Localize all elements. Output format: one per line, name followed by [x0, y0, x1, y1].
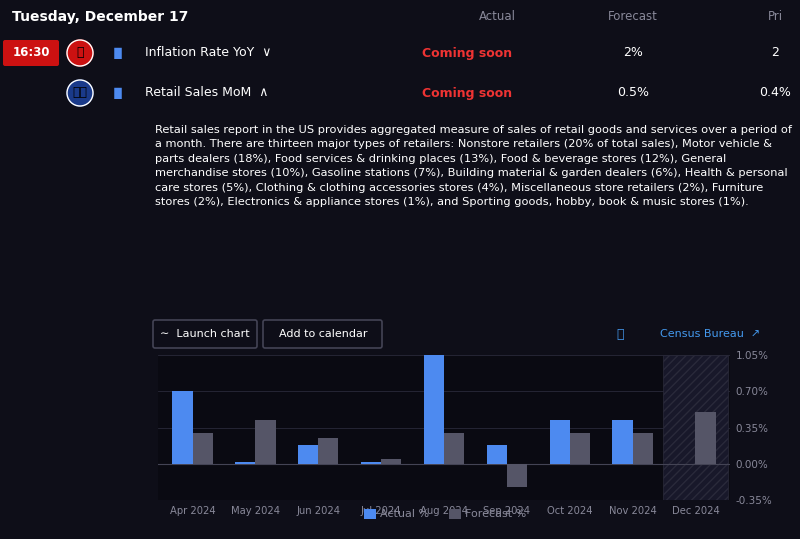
Bar	[255, 420, 275, 464]
Text: ▐▌: ▐▌	[110, 87, 126, 99]
Bar	[613, 420, 633, 464]
Bar	[507, 464, 527, 487]
Text: Inflation Rate YoY  ∨: Inflation Rate YoY ∨	[145, 46, 271, 59]
Text: ▐▌: ▐▌	[110, 47, 126, 59]
Bar	[633, 433, 653, 464]
Text: Forecast: Forecast	[608, 10, 658, 23]
Bar	[486, 445, 507, 464]
Bar	[424, 355, 444, 464]
Bar	[695, 412, 715, 464]
Text: Actual: Actual	[478, 10, 515, 23]
Text: Ⓒ: Ⓒ	[616, 328, 624, 341]
Text: Pri: Pri	[767, 10, 782, 23]
Text: Census Bureau  ↗: Census Bureau ↗	[660, 329, 760, 339]
Bar	[298, 445, 318, 464]
Circle shape	[67, 40, 93, 66]
Text: 16:30: 16:30	[12, 46, 50, 59]
Text: Tuesday, December 17: Tuesday, December 17	[12, 10, 188, 24]
Bar	[173, 391, 193, 464]
Text: Forecast %: Forecast %	[465, 509, 526, 519]
Text: 2: 2	[771, 46, 779, 59]
Text: Add to calendar: Add to calendar	[278, 329, 367, 339]
Text: Coming soon: Coming soon	[422, 46, 512, 59]
Bar	[364, 509, 376, 519]
Bar	[235, 462, 255, 464]
Text: Retail Sales MoM  ∧: Retail Sales MoM ∧	[145, 86, 268, 100]
Bar	[361, 462, 381, 464]
Text: 2%: 2%	[623, 46, 643, 59]
Circle shape	[67, 80, 93, 106]
Bar	[449, 509, 461, 519]
Text: ∼  Launch chart: ∼ Launch chart	[160, 329, 250, 339]
Bar	[550, 420, 570, 464]
Text: 🍁: 🍁	[76, 46, 84, 59]
Bar	[695, 412, 715, 464]
Bar	[318, 438, 338, 464]
FancyBboxPatch shape	[3, 40, 59, 66]
Bar	[444, 433, 464, 464]
Bar	[570, 433, 590, 464]
Text: 🇺🇸: 🇺🇸	[73, 86, 87, 100]
Text: 0.4%: 0.4%	[759, 86, 791, 100]
Bar	[193, 433, 213, 464]
Text: Actual %: Actual %	[380, 509, 429, 519]
Bar	[381, 459, 402, 464]
Bar	[662, 355, 728, 500]
Text: Retail sales report in the US provides aggregated measure of sales of retail goo: Retail sales report in the US provides a…	[155, 125, 792, 207]
Text: Coming soon: Coming soon	[422, 86, 512, 100]
Text: 0.5%: 0.5%	[617, 86, 649, 100]
